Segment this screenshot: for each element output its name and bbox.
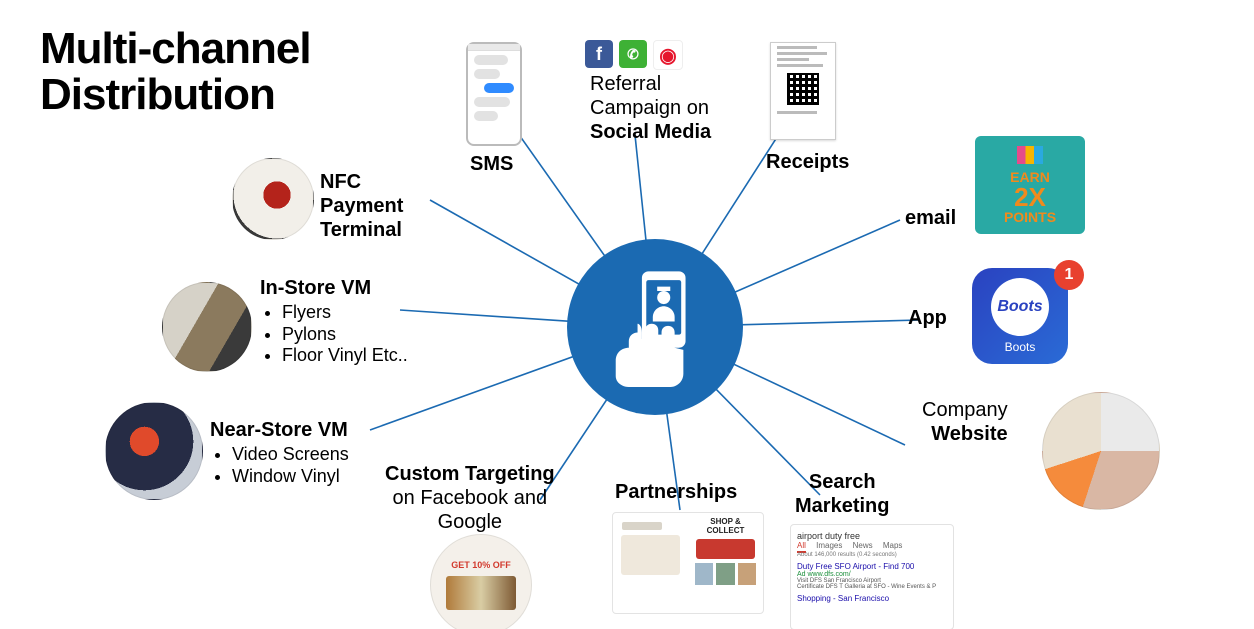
nfc-l1: NFC — [320, 171, 361, 193]
targeting-thumb: GET 10% OFF — [430, 534, 532, 629]
email-thumb: EARN 2X POINTS — [975, 136, 1085, 234]
partner-header: SHOP & COLLECT — [692, 517, 759, 535]
targeting-promo: GET 10% OFF — [451, 560, 511, 570]
search-tabs: All Images News Maps — [797, 541, 947, 550]
search-ad: Ad www.dfs.com/ — [797, 571, 947, 578]
title-line2: Distribution — [40, 70, 275, 119]
slide-title: Multi-channel Distribution — [40, 26, 311, 118]
app-brand-text: Boots — [997, 298, 1042, 316]
referral-l1: Referral — [590, 73, 661, 95]
wechat-icon: ✆ — [619, 40, 647, 68]
app-label: App — [908, 306, 947, 330]
website-label: Company Website — [922, 398, 1008, 446]
targeting-l1: Custom Targeting — [385, 463, 555, 485]
receipts-label-text: Receipts — [766, 151, 849, 173]
receipts-label: Receipts — [766, 150, 849, 174]
instore-title: In-Store VM — [260, 277, 371, 299]
nfc-label: NFC Payment Terminal — [320, 170, 403, 242]
sms-label: SMS — [470, 152, 513, 176]
app-badge-value: 1 — [1065, 266, 1074, 284]
nearstore-bullets: Video Screens Window Vinyl — [232, 444, 349, 487]
title-line1: Multi-channel — [40, 24, 311, 73]
partnerships-label-text: Partnerships — [615, 481, 737, 503]
nfc-thumb — [232, 158, 314, 240]
email-t2: 2X — [1014, 184, 1046, 210]
website-thumb — [1042, 392, 1160, 510]
email-label-text: email — [905, 207, 956, 229]
nfc-l2: Payment — [320, 195, 403, 217]
partnerships-label: Partnerships — [615, 480, 737, 504]
instore-label: In-Store VM Flyers Pylons Floor Vinyl Et… — [260, 276, 408, 367]
app-caption: Boots — [1005, 340, 1036, 354]
facebook-icon: f — [585, 40, 613, 68]
email-t3: POINTS — [1004, 210, 1056, 224]
nearstore-label: Near-Store VM Video Screens Window Vinyl — [210, 418, 349, 487]
search-l2: Marketing — [795, 495, 889, 517]
app-badge: 1 — [1054, 260, 1084, 290]
nearstore-title: Near-Store VM — [210, 419, 348, 441]
weibo-icon: ◉ — [653, 40, 683, 70]
search-label: Search Marketing — [795, 470, 889, 518]
targeting-l3: Google — [438, 511, 503, 533]
search-thumb: airport duty free All Images News Maps A… — [790, 524, 954, 629]
instore-thumb — [162, 282, 252, 372]
nfc-l3: Terminal — [320, 219, 402, 241]
website-l2: Website — [931, 423, 1007, 445]
sms-thumb — [466, 42, 522, 146]
search-result-2: Shopping - San Francisco — [797, 594, 947, 603]
targeting-l2: on Facebook and — [393, 487, 548, 509]
email-label: email — [905, 206, 956, 230]
app-brand-circle: Boots — [991, 278, 1049, 336]
search-result: Duty Free SFO Airport - Find 700 — [797, 562, 947, 571]
app-label-text: App — [908, 307, 947, 329]
referral-l3: Social Media — [590, 121, 711, 143]
receipt-thumb — [770, 42, 836, 140]
targeting-label: Custom Targeting on Facebook and Google — [385, 462, 555, 534]
website-l1: Company — [922, 399, 1008, 421]
app-thumb: Boots Boots — [972, 268, 1068, 364]
hub-circle — [567, 239, 743, 415]
search-stats: About 146,000 results (0.42 seconds) — [797, 552, 947, 558]
search-query: airport duty free — [797, 531, 947, 541]
diagram-stage: { "canvas": { "width": 1254, "height": 6… — [0, 0, 1254, 629]
social-icons: f ✆ ◉ — [585, 40, 683, 70]
hand-phone-icon — [600, 267, 710, 387]
search-l1: Search — [809, 471, 876, 493]
partnerships-thumb: SHOP & COLLECT — [612, 512, 764, 614]
instore-bullets: Flyers Pylons Floor Vinyl Etc.. — [282, 302, 408, 367]
sms-label-text: SMS — [470, 153, 513, 175]
referral-label: Referral Campaign on Social Media — [590, 72, 711, 144]
referral-l2: Campaign on — [590, 97, 709, 119]
nearstore-thumb — [105, 402, 203, 500]
